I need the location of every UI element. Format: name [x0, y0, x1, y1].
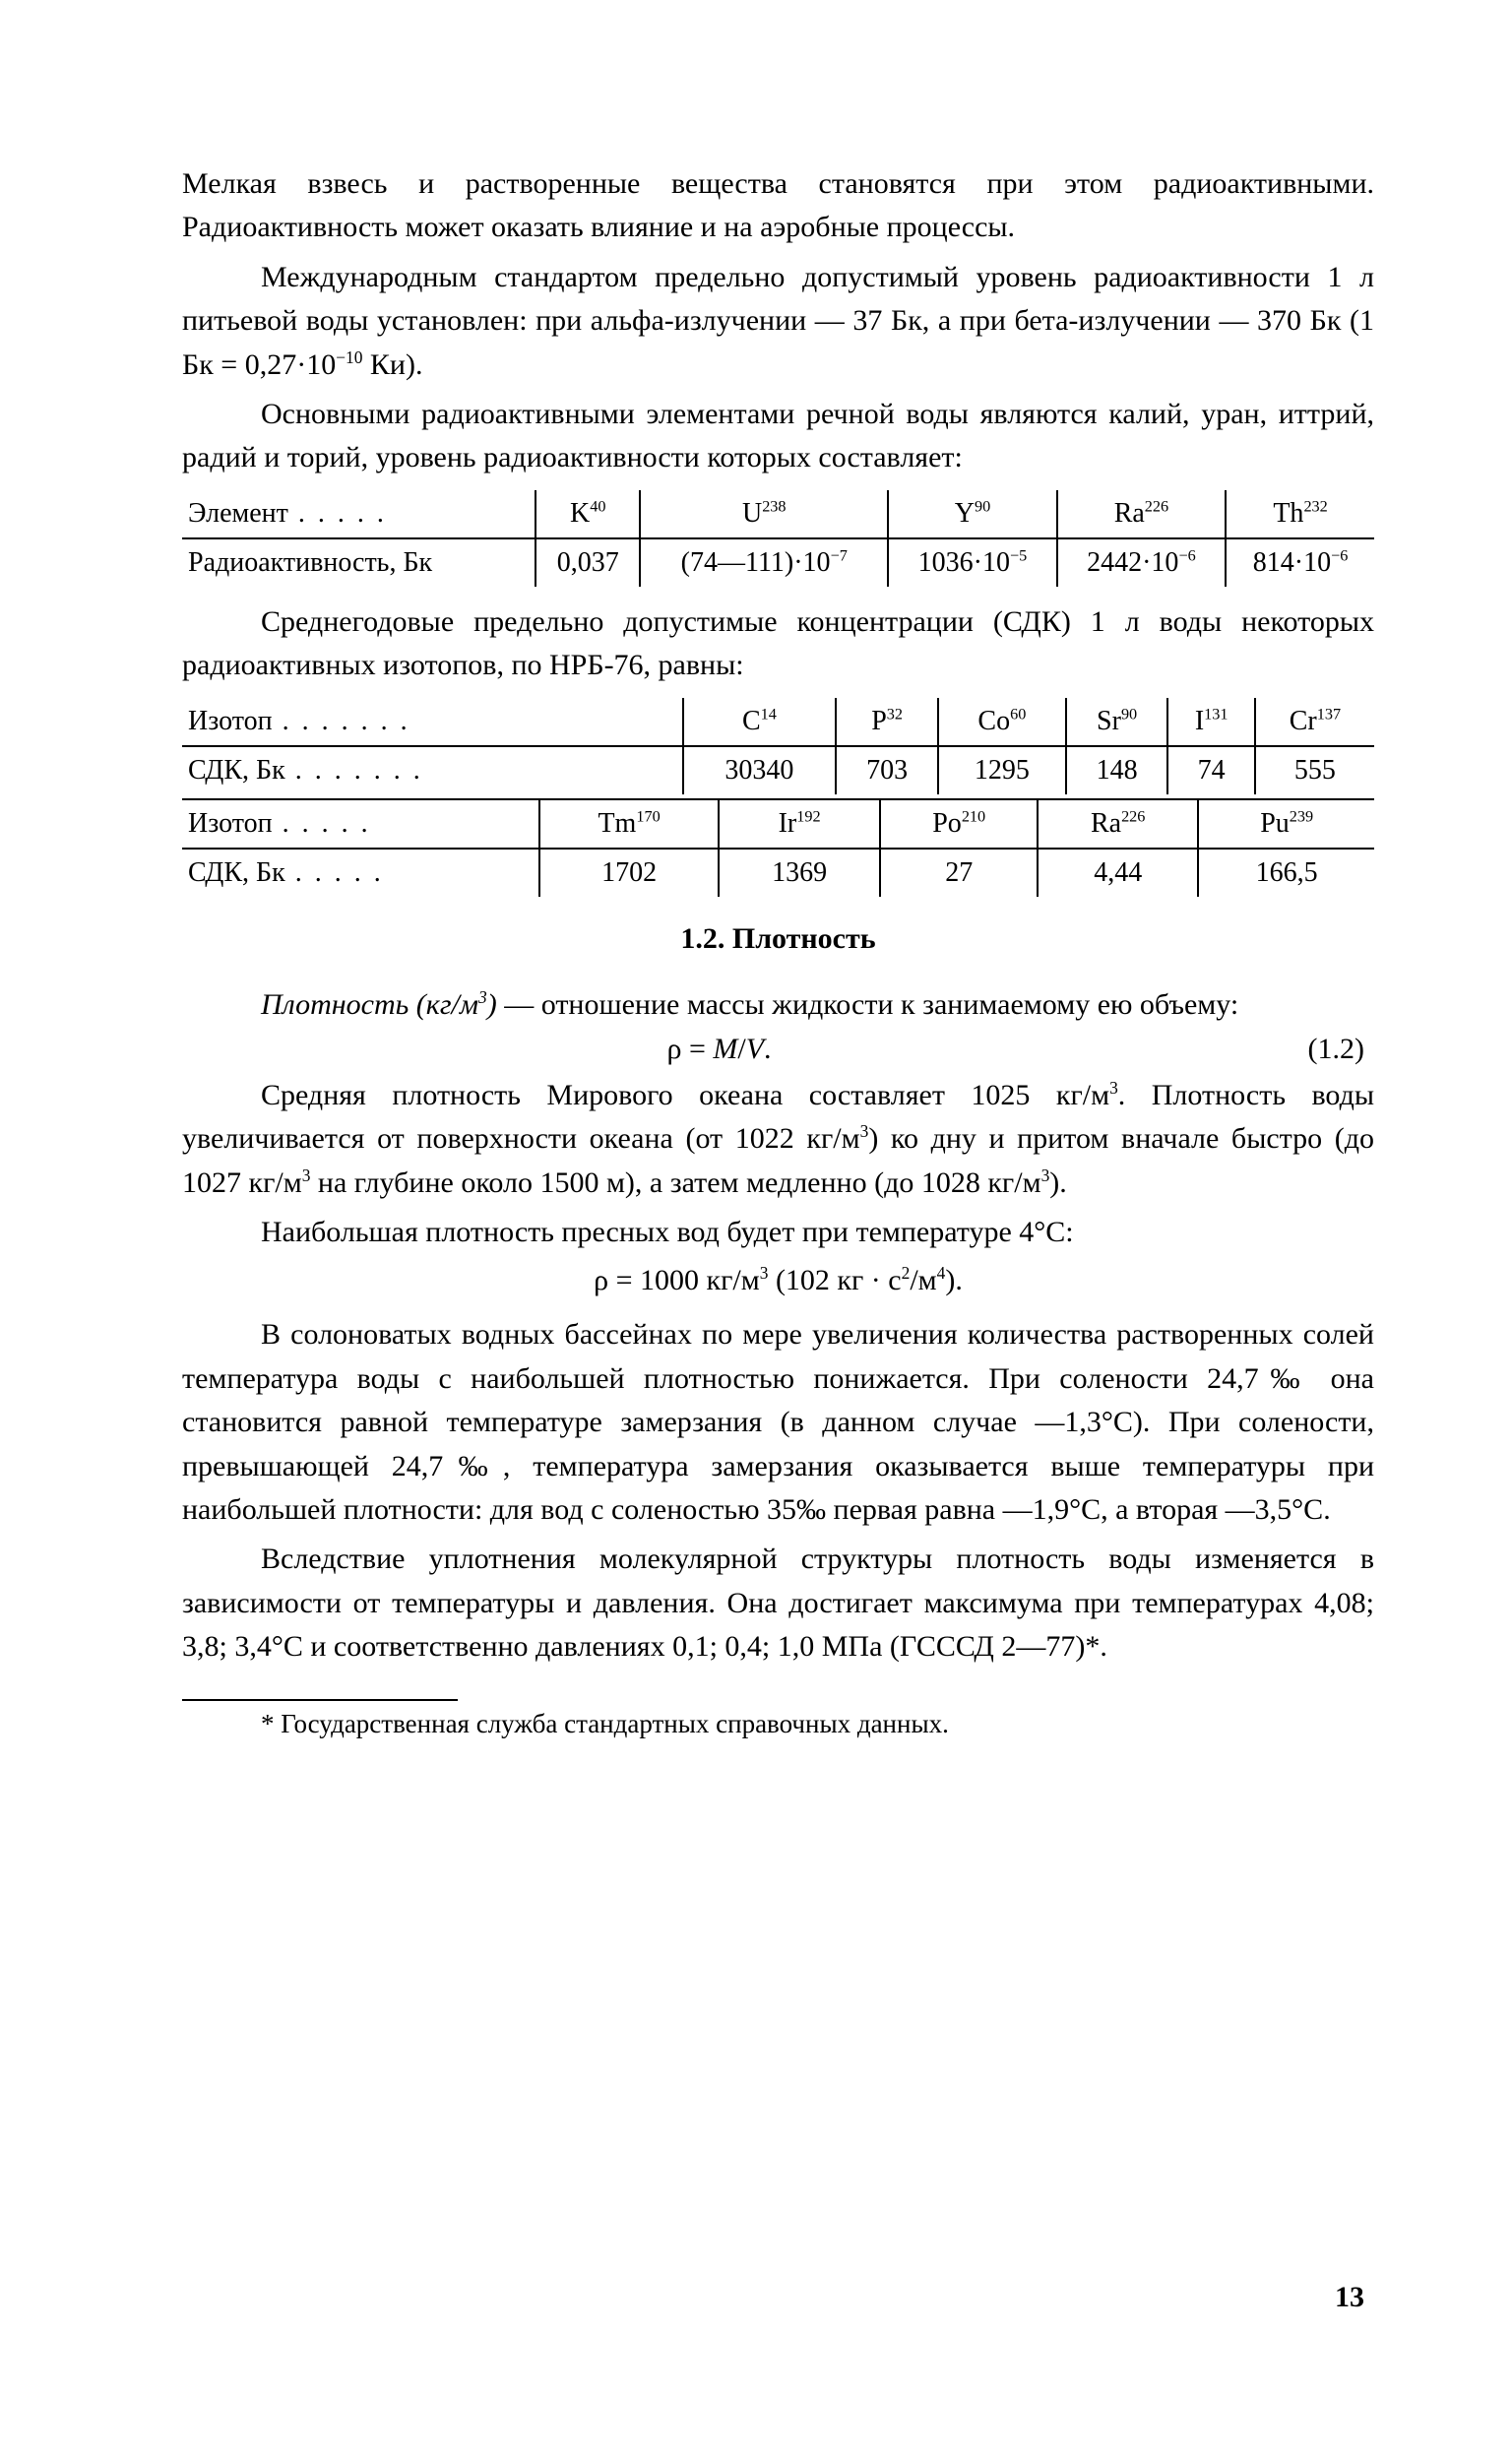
- col-head: Po210: [880, 799, 1038, 848]
- density-para-3: Наибольшая плотность пресных вод будет п…: [182, 1211, 1374, 1254]
- equation-1-2: ρ = M/V. (1.2): [182, 1033, 1374, 1066]
- density-para-5: Вследствие уплотнения молекулярной струк…: [182, 1538, 1374, 1669]
- sdk-table-a: Изотоп C14 P32 Co60 Sr90 I131 Cr137 СДК,…: [182, 698, 1374, 794]
- page-number: 13: [1335, 2281, 1364, 2314]
- cell: 1295: [938, 746, 1066, 794]
- mid-para: Среднегодовые предельно допустимые конце…: [182, 600, 1374, 688]
- col-head: Cr137: [1255, 698, 1374, 745]
- table-row: Радиоактивность, Бк 0,037 (74—111)·10−7 …: [182, 538, 1374, 587]
- intro-para-2: Международным стандартом предельно допус…: [182, 256, 1374, 387]
- col-head: Co60: [938, 698, 1066, 745]
- cell: 1036·10−5: [888, 538, 1056, 587]
- col-head: Y90: [888, 490, 1056, 537]
- col-head: P32: [836, 698, 938, 745]
- row-label: Изотоп: [182, 698, 683, 745]
- footnote: * Государственная служба стандартных спр…: [182, 1705, 1374, 1744]
- cell: 166,5: [1198, 849, 1374, 897]
- col-head: Tm170: [539, 799, 719, 848]
- radioactivity-table: Элемент K40 U238 Y90 Ra226 Th232 Радиоак…: [182, 490, 1374, 587]
- section-heading: 1.2. Плотность: [182, 922, 1374, 956]
- cell: 74: [1167, 746, 1254, 794]
- col-head: C14: [683, 698, 837, 745]
- col-head: Ra226: [1057, 490, 1226, 537]
- table-row: СДК, Бк 1702 1369 27 4,44 166,5: [182, 849, 1374, 897]
- cell: 703: [836, 746, 938, 794]
- cell: 148: [1066, 746, 1168, 794]
- cell: 814·10−6: [1226, 538, 1374, 587]
- sdk-table-b: Изотоп Tm170 Ir192 Po210 Ra226 Pu239 СДК…: [182, 798, 1374, 897]
- equation-number: (1.2): [1256, 1033, 1364, 1066]
- equation-math: ρ = M/V.: [182, 1033, 1256, 1066]
- cell: 4,44: [1038, 849, 1198, 897]
- footnote-rule: [182, 1699, 458, 1701]
- row-label: Радиоактивность, Бк: [182, 538, 536, 587]
- cell: 2442·10−6: [1057, 538, 1226, 587]
- table-row: СДК, Бк 30340 703 1295 148 74 555: [182, 746, 1374, 794]
- equation-freshwater: ρ = 1000 кг/м3 (102 кг · с2/м4).: [182, 1264, 1374, 1297]
- table-row: Элемент K40 U238 Y90 Ra226 Th232: [182, 490, 1374, 537]
- cell: 1369: [719, 849, 881, 897]
- table-row: Изотоп C14 P32 Co60 Sr90 I131 Cr137: [182, 698, 1374, 745]
- row-label: СДК, Бк: [182, 746, 683, 794]
- intro-para-3: Основными радиоактивными элементами речн…: [182, 393, 1374, 480]
- col-head: Ir192: [719, 799, 881, 848]
- col-head: I131: [1167, 698, 1254, 745]
- col-head: Th232: [1226, 490, 1374, 537]
- col-head: Sr90: [1066, 698, 1168, 745]
- col-head: Ra226: [1038, 799, 1198, 848]
- row-label: Изотоп: [182, 799, 539, 848]
- cell: 30340: [683, 746, 837, 794]
- density-para-2: Средняя плотность Мирового океана состав…: [182, 1074, 1374, 1205]
- col-head: U238: [640, 490, 888, 537]
- cell: (74—111)·10−7: [640, 538, 888, 587]
- row-label: СДК, Бк: [182, 849, 539, 897]
- cell: 1702: [539, 849, 719, 897]
- density-para-4: В солоноватых водных бассейнах по мере у…: [182, 1313, 1374, 1532]
- table-row: Изотоп Tm170 Ir192 Po210 Ra226 Pu239: [182, 799, 1374, 848]
- cell: 27: [880, 849, 1038, 897]
- density-definition: Плотность (кг/м3) — отношение массы жидк…: [182, 983, 1374, 1027]
- col-head: Pu239: [1198, 799, 1374, 848]
- cell: 0,037: [536, 538, 640, 587]
- row-label: Элемент: [182, 490, 536, 537]
- intro-para-1: Мелкая взвесь и растворенные вещества ст…: [182, 162, 1374, 250]
- col-head: K40: [536, 490, 640, 537]
- cell: 555: [1255, 746, 1374, 794]
